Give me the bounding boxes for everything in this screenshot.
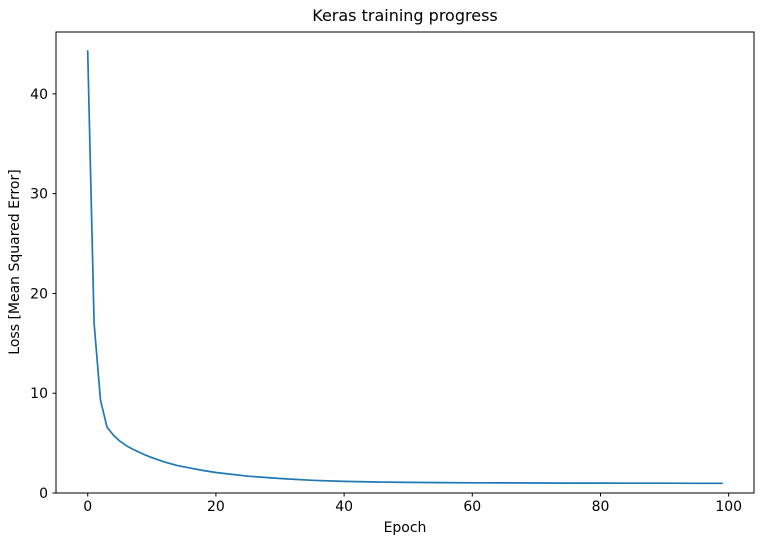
y-tick-label: 40 <box>30 87 48 103</box>
y-axis-label-text: Loss [Mean Squared Error] <box>7 169 23 355</box>
chart-title: Keras training progress <box>312 6 498 25</box>
x-tick-label: 40 <box>335 499 353 515</box>
y-tick-label: 0 <box>39 486 48 502</box>
y-tick-label: 30 <box>30 187 48 203</box>
x-tick-label: 100 <box>715 499 742 515</box>
x-tick-label: 20 <box>207 499 225 515</box>
plot-border <box>55 31 755 494</box>
y-tick-label: 10 <box>30 386 48 402</box>
x-tick-label: 0 <box>83 499 92 515</box>
x-axis-label: Epoch <box>383 520 427 536</box>
loss-curve <box>86 50 724 485</box>
y-tick-label: 20 <box>30 286 48 302</box>
x-tick-label: 60 <box>463 499 481 515</box>
x-tick-label: 80 <box>592 499 610 515</box>
